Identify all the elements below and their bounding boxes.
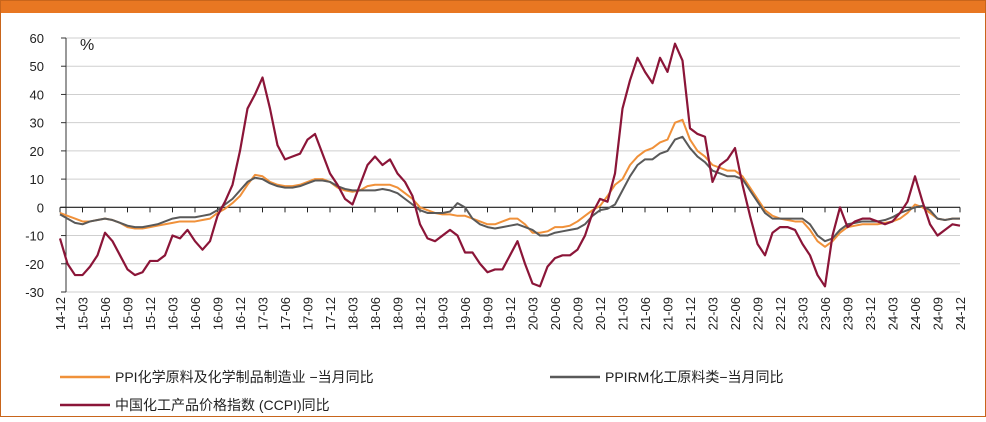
x-tick-label: 20-03 [526,297,541,330]
x-tick-label: 19-12 [503,297,518,330]
x-tick-label: 23-09 [841,297,856,330]
x-tick-label: 21-09 [661,297,676,330]
x-tick-label: 24-03 [886,297,901,330]
x-tick-label: 17-12 [323,297,338,330]
x-tick-label: 14-12 [53,297,68,330]
series-line [59,118,960,248]
x-tick-label: 20-06 [548,297,563,330]
y-tick-label: 60 [30,31,44,46]
x-tick-label: 24-09 [931,297,946,330]
x-tick-label: 18-12 [413,297,428,330]
x-tick-label: 22-03 [706,297,721,330]
x-tick-label: 18-03 [346,297,361,330]
y-tick-label: -30 [25,285,44,300]
x-tick-label: 21-03 [616,297,631,330]
x-tick-label: 21-12 [683,297,698,330]
x-tick-label: 22-09 [751,297,766,330]
x-tick-label: 17-06 [278,297,293,330]
y-tick-label: 20 [30,144,44,159]
y-tick-label: 50 [30,59,44,74]
y-tick-label: 0 [37,200,44,215]
x-tick-label: 23-06 [818,297,833,330]
y-tick-label: 30 [30,116,44,131]
header-bar [0,0,986,13]
x-tick-label: 15-06 [98,297,113,330]
y-unit-label: % [80,37,94,54]
x-tick-label: 20-12 [593,297,608,330]
x-tick-label: 18-09 [391,297,406,330]
y-tick-label: 10 [30,172,44,187]
x-tick-label: 20-09 [571,297,586,330]
x-tick-label: 15-09 [121,297,136,330]
x-tick-label: 17-03 [256,297,271,330]
legend-label: PPIRM化工原料类−当月同比 [605,369,784,385]
x-tick-label: 23-03 [796,297,811,330]
x-tick-label: 19-09 [481,297,496,330]
x-tick-label: 16-12 [233,297,248,330]
x-tick-label: 16-03 [166,297,181,330]
x-tick-label: 22-06 [728,297,743,330]
x-tick-label: 23-12 [863,297,878,330]
x-tick-label: 17-09 [301,297,316,330]
x-tick-label: 19-03 [436,297,451,330]
x-tick-label: 15-03 [76,297,91,330]
x-tick-label: 16-09 [211,297,226,330]
x-tick-label: 15-12 [143,297,158,330]
x-tick-label: 19-06 [458,297,473,330]
legend-label: PPI化学原料及化学制品制造业 −当月同比 [115,369,374,385]
x-tick-label: 24-12 [953,297,968,330]
series-line [58,42,961,288]
x-tick-label: 16-06 [188,297,203,330]
y-tick-label: -20 [25,257,44,272]
y-tick-label: -10 [25,229,44,244]
legend-label: 中国化工产品价格指数 (CCPI)同比 [115,397,330,413]
x-tick-label: 18-06 [368,297,383,330]
x-tick-label: 21-06 [638,297,653,330]
x-tick-label: 22-12 [773,297,788,330]
y-tick-label: 40 [30,87,44,102]
x-tick-label: 24-06 [908,297,923,330]
series-line [59,135,960,243]
